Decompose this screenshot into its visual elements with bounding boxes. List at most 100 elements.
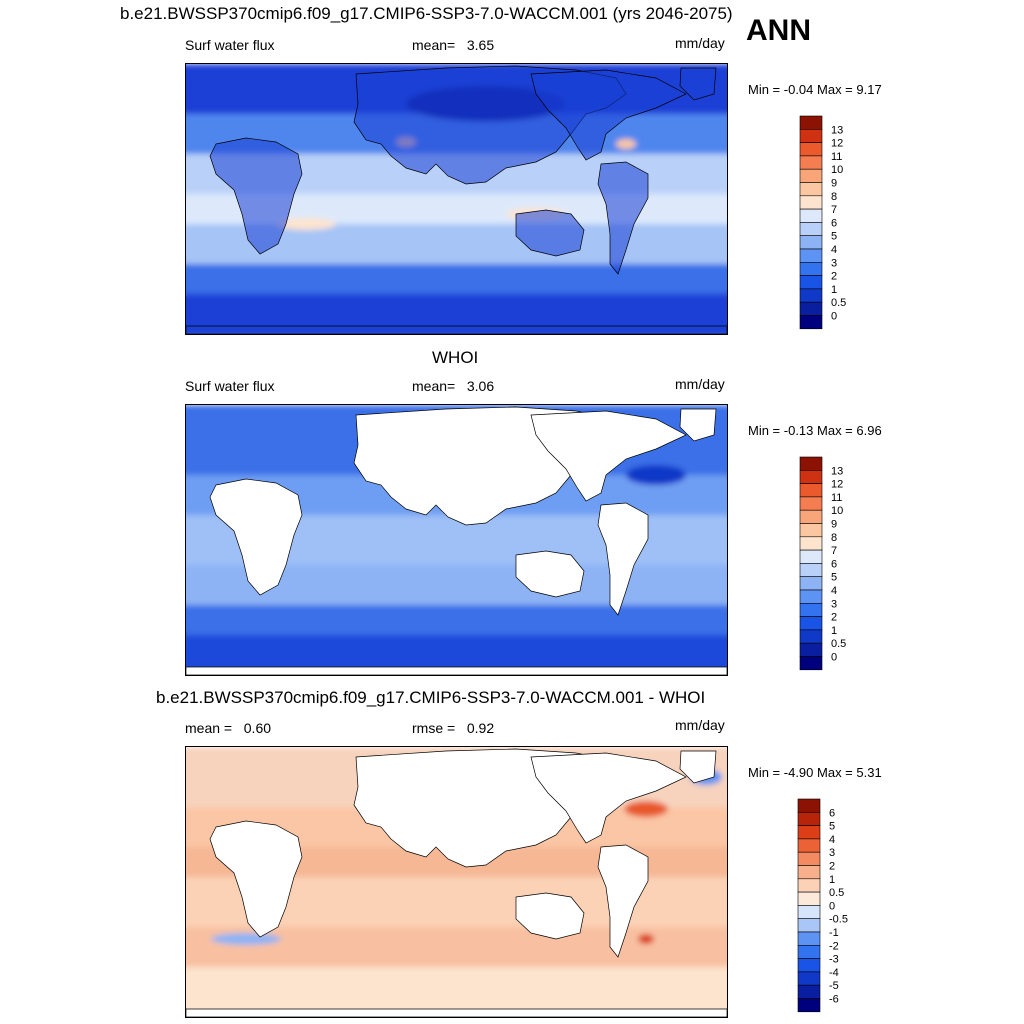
- panel3-mean-value: 0.60: [243, 720, 272, 736]
- panel3-colorbar-box: [797, 812, 821, 826]
- panel2-land-antarctica: [186, 666, 727, 675]
- panel1-colorbar-box: [799, 301, 823, 316]
- panel3-land-namerica: [530, 752, 687, 844]
- panel3-minmax: Min = -4.90 Max = 5.31: [748, 765, 882, 780]
- panel3-colorbar-tick: -4: [829, 967, 839, 979]
- plot-title: b.e21.BWSSP370cmip6.f09_g17.CMIP6-SSP3-7…: [120, 4, 733, 23]
- panel1-colorbar-box: [799, 195, 823, 210]
- panel1-colorbar-box: [799, 129, 823, 143]
- panel3-colorbar-box: [797, 998, 821, 1013]
- panel2-colorbar-tick: 13: [831, 465, 843, 477]
- panel2-colorbar-box: [799, 656, 823, 671]
- panel2-colorbar-box: [799, 456, 823, 471]
- panel3-colorbar-tick: -3: [829, 954, 839, 966]
- panel3-land-africa: [209, 820, 303, 938]
- panel2-colorbar-box: [799, 616, 823, 631]
- panel1-field-blob: [616, 139, 636, 149]
- panel3-colorbar-box: [797, 905, 821, 920]
- panel2-land-samerica: [597, 502, 649, 616]
- panel3-colorbar: -6 -5 -4 -3 -2 -1 -0.5 0 0.5 1 2 3 4 5 6: [797, 798, 867, 1018]
- panel1-colorbar-tick: 1: [831, 284, 837, 296]
- panel1-map: [185, 63, 728, 335]
- panel2-colorbar-tick: 0.5: [831, 638, 846, 650]
- panel1-colorbar-box: [799, 115, 823, 130]
- panel1-colorbar-box: [799, 262, 823, 276]
- panel1-colorbar-box: [799, 275, 823, 290]
- panel2-map: [185, 404, 728, 676]
- panel1-colorbar: 0 0.5 1 2 3 4 5 6 7 8 9 10 11 12 13: [799, 115, 869, 335]
- panel1-colorbar-tick: 12: [831, 138, 843, 150]
- panel3-land-samerica: [597, 844, 649, 958]
- panel3-colorbar-box: [797, 878, 821, 893]
- panel3-colorbar-tick: -5: [829, 980, 839, 992]
- panel1-colorbar-tick: 13: [831, 124, 843, 136]
- panel2-colorbar-tick: 6: [831, 558, 837, 570]
- panel3-colorbar-box: [797, 931, 821, 946]
- panel1-colorbar-box: [799, 248, 823, 263]
- panel3-colorbar-tick: -1: [829, 927, 839, 939]
- panel2-colorbar-tick: 8: [831, 532, 837, 544]
- panel2-colorbar-tick: 9: [831, 519, 837, 531]
- panel2-colorbar-box: [799, 470, 823, 484]
- panel2-colorbar-box: [799, 536, 823, 551]
- panel1-land-africa: [209, 137, 303, 255]
- panel3-colorbar-tick: -2: [829, 940, 839, 952]
- panel1-colorbar-tick: 10: [831, 164, 843, 176]
- panel3-colorbar-box: [797, 798, 821, 813]
- season-label: ANN: [746, 14, 811, 47]
- panel2-colorbar-tick: 4: [831, 585, 837, 597]
- panel1-colorbar-tick: 0: [831, 311, 837, 323]
- panel2-colorbar-box: [799, 589, 823, 604]
- panel3-colorbar-box: [797, 958, 821, 973]
- panel3-units: mm/day: [675, 717, 725, 733]
- panel3-mean-label: mean = 0.60: [185, 720, 272, 736]
- panel1-colorbar-tick: 7: [831, 204, 837, 216]
- panel2-colorbar-box: [799, 629, 823, 644]
- panel2-field-band: [186, 605, 727, 637]
- panel1-colorbar-box: [799, 168, 823, 183]
- panel1-field-blob: [276, 218, 336, 230]
- panel1-units: mm/day: [675, 35, 725, 51]
- panel2-colorbar-tick: 11: [831, 492, 842, 504]
- panel3-colorbar-box: [797, 851, 821, 866]
- panel2-colorbar-box: [799, 549, 823, 564]
- panel2-colorbar-tick: 1: [831, 625, 837, 637]
- panel1-colorbar-box: [799, 155, 823, 170]
- panel3-colorbar-tick: 6: [829, 807, 835, 819]
- panel3-land-greenland: [679, 750, 717, 784]
- panel2-colorbar-box: [799, 576, 823, 591]
- panel1-colorbar-tick: 3: [831, 257, 837, 269]
- panel1-colorbar-tick: 6: [831, 217, 837, 229]
- panel2-colorbar-box: [799, 563, 823, 578]
- panel2-land-greenland: [679, 408, 717, 442]
- panel1-land-australia: [515, 209, 585, 257]
- panel1-colorbar-tick: 8: [831, 191, 837, 203]
- panel3-colorbar-tick: 0: [829, 900, 835, 912]
- panel1-colorbar-tick: 9: [831, 178, 837, 190]
- panel3-colorbar-tick: 0.5: [829, 887, 844, 899]
- panel3-colorbar-box: [797, 918, 821, 933]
- panel1-colorbar-box: [799, 222, 823, 237]
- panel2-field-blob: [626, 465, 686, 485]
- panel1-colorbar-box: [799, 208, 823, 223]
- panel1-colorbar-box: [799, 182, 823, 197]
- panel1-field-band: [186, 264, 727, 296]
- panel3-colorbar-tick: 5: [829, 821, 835, 833]
- panel3-map: [185, 746, 728, 1018]
- panel2-colorbar-tick: 0: [831, 652, 837, 664]
- panel2-units: mm/day: [675, 376, 725, 392]
- panel3-colorbar-tick: -6: [829, 994, 839, 1006]
- panel1-land-namerica: [530, 69, 687, 161]
- panel2-colorbar: 0 0.5 1 2 3 4 5 6 7 8 9 10 11 12 13: [799, 456, 869, 676]
- panel1-colorbar-tick: 2: [831, 271, 837, 283]
- panel3-colorbar-box: [797, 971, 821, 986]
- panel2-colorbar-tick: 5: [831, 572, 837, 584]
- panel3-colorbar-box: [797, 891, 821, 906]
- panel3-colorbar-box: [797, 984, 821, 999]
- panel3-colorbar-tick: 1: [829, 874, 835, 886]
- panel1-land-greenland: [679, 67, 717, 101]
- panel2-land-africa: [209, 478, 303, 596]
- panel3-colorbar-box: [797, 825, 821, 840]
- panel2-minmax: Min = -0.13 Max = 6.96: [748, 423, 882, 438]
- panel3-land-australia: [515, 892, 585, 940]
